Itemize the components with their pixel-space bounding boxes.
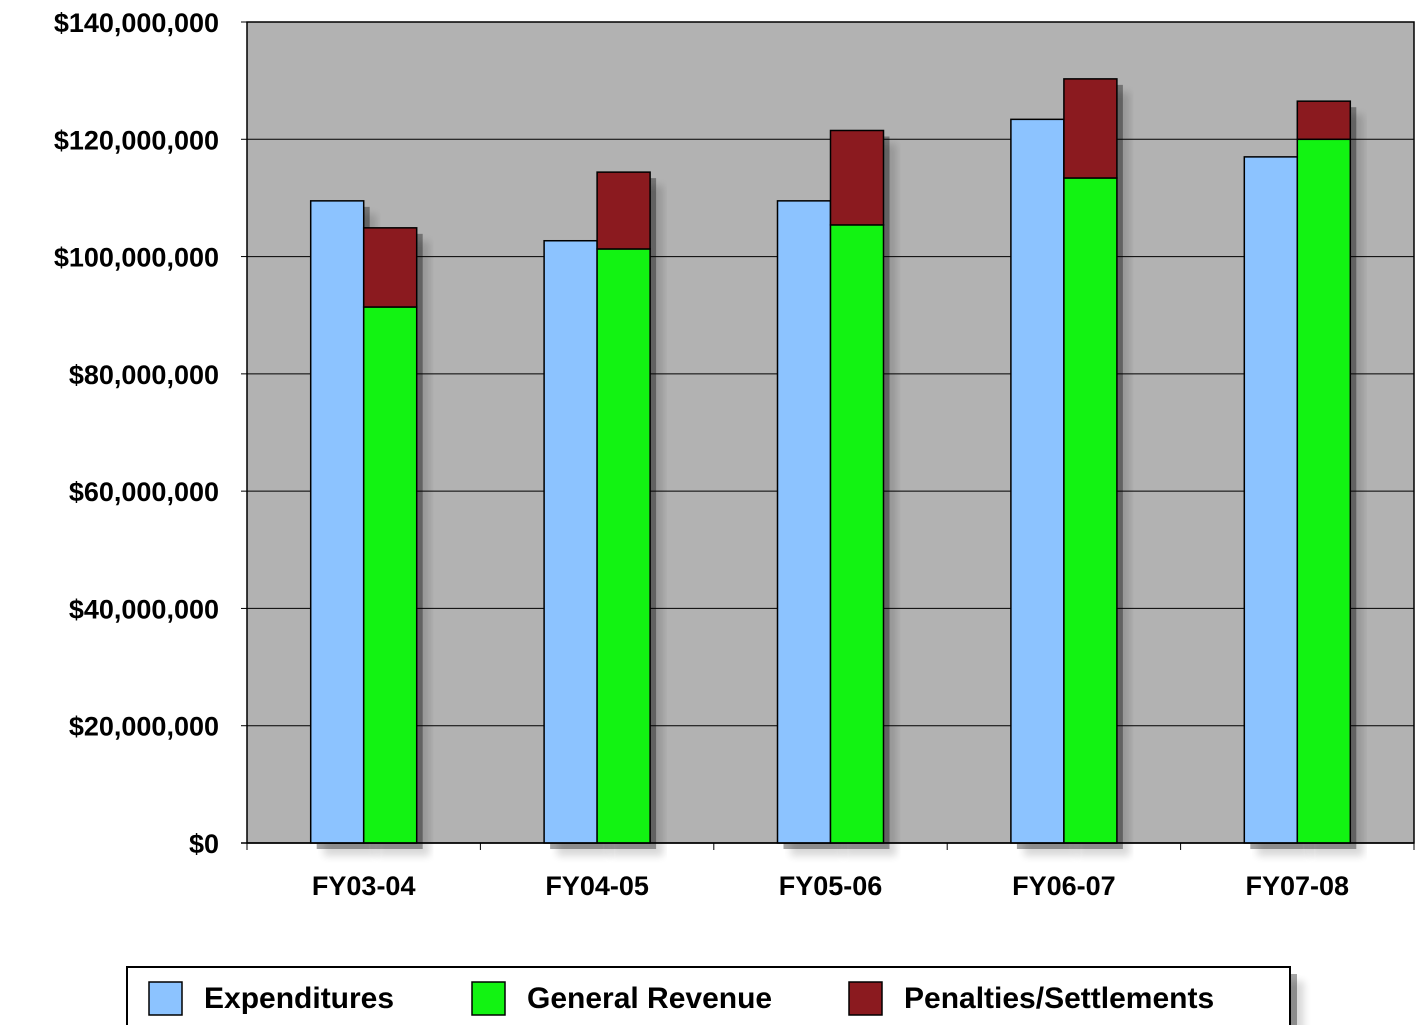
legend-swatch-penalties-settlements	[848, 981, 883, 1016]
legend: Expenditures General Revenue Penalties/Set…	[126, 966, 1297, 1030]
bar-expenditures-fy03-04	[309, 200, 365, 844]
bar-general-revenue-fy04-05	[596, 248, 651, 844]
bar-expenditures-fy04-05	[543, 239, 598, 844]
bar-penalties-settlements-fy07-08	[1296, 100, 1352, 141]
y-tick-label: $120,000,000	[54, 125, 219, 155]
bar-general-revenue-fy05-06	[829, 224, 885, 844]
x-tick-label: FY03-04	[312, 871, 416, 901]
bar-penalties-settlements-fy05-06	[829, 129, 885, 226]
axes: $0 $20,000,000 $40,000,000 $60,000,000 $80,0…	[54, 8, 1415, 901]
y-tick-label: $140,000,000	[54, 8, 219, 38]
legend-box	[126, 966, 1291, 1028]
bar-expenditures-fy07-08	[1243, 156, 1299, 844]
x-tick-label: FY05-06	[779, 871, 883, 901]
legend-label-general-revenue: General Revenue	[527, 982, 772, 1015]
y-tick-label: $0	[189, 829, 219, 859]
y-tick-label: $20,000,000	[69, 712, 219, 742]
legend-label-penalties-settlements: Penalties/Settlements	[904, 982, 1214, 1015]
bar-expenditures-fy05-06	[776, 200, 832, 844]
bar-general-revenue-fy07-08	[1296, 138, 1352, 844]
bar-penalties-settlements-fy03-04	[362, 227, 418, 308]
y-tick-label: $100,000,000	[54, 243, 219, 273]
bar-expenditures-fy06-07	[1010, 118, 1065, 844]
x-tick-label: FY04-05	[545, 871, 649, 901]
y-tick-label: $40,000,000	[69, 594, 219, 624]
bars	[309, 78, 1357, 850]
bar-general-revenue-fy06-07	[1063, 177, 1118, 844]
bar-general-revenue-fy03-04	[362, 306, 418, 844]
bar-penalties-settlements-fy06-07	[1063, 78, 1118, 179]
bar-penalties-settlements-fy04-05	[596, 171, 651, 250]
legend-swatch-general-revenue	[471, 981, 506, 1016]
y-tick-label: $80,000,000	[69, 360, 219, 390]
x-tick-label: FY06-07	[1012, 871, 1116, 901]
x-tick-label: FY07-08	[1246, 871, 1350, 901]
legend-swatch-expenditures	[148, 981, 183, 1016]
y-tick-label: $60,000,000	[69, 477, 219, 507]
legend-label-expenditures: Expenditures	[204, 982, 394, 1015]
